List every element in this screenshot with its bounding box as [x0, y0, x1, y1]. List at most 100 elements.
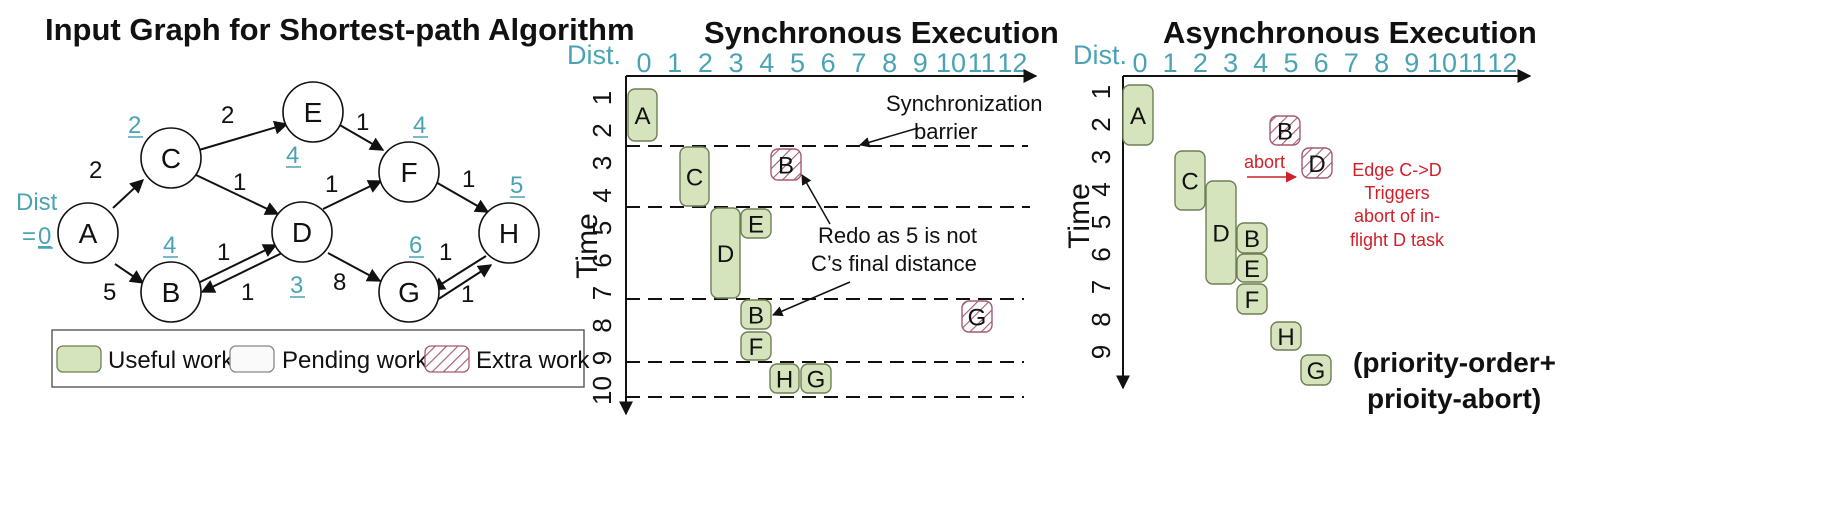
weight-a-b: 5 — [103, 279, 116, 306]
sync-x-label: Dist. — [567, 40, 621, 70]
sync-x-tick-2: 2 — [698, 48, 713, 78]
svg-text:H: H — [776, 367, 793, 394]
node-a: A — [57, 202, 119, 264]
edge-d-g — [327, 252, 382, 282]
async-y-tick-5: 5 — [1086, 215, 1116, 229]
source-dist-label: Dist — [16, 189, 58, 216]
sync-task-c: C — [679, 146, 710, 207]
sync-task-a: A — [627, 88, 658, 142]
async-task-g: G — [1300, 354, 1332, 386]
svg-text:B: B — [1244, 226, 1260, 253]
sync-x-tick-6: 6 — [821, 48, 836, 78]
redo-label-1: Redo as 5 is not — [818, 223, 977, 248]
edge-a-b — [114, 263, 145, 284]
edge-c-e — [198, 120, 289, 151]
svg-text:A: A — [1130, 103, 1146, 130]
weight-f-h: 1 — [462, 166, 475, 193]
node-g: G — [378, 261, 440, 323]
svg-text:E: E — [1244, 256, 1260, 283]
redo-label-2: C’s final distance — [811, 251, 977, 276]
sync-x-tick-1: 1 — [667, 48, 682, 78]
async-x-label: Dist. — [1073, 40, 1127, 70]
async-task-d: D — [1205, 180, 1237, 285]
sync-x-tick-7: 7 — [851, 48, 866, 78]
edge-f-h — [433, 180, 490, 213]
dist-g: 6 — [409, 232, 422, 259]
sync-task-h: H — [769, 363, 800, 394]
sync-x-tick-4: 4 — [759, 48, 774, 78]
edge-note-2: Triggers — [1364, 183, 1429, 203]
svg-text:G: G — [1307, 358, 1326, 385]
async-x-tick-1: 1 — [1163, 48, 1178, 78]
sync-y-tick-10: 10 — [587, 376, 617, 405]
svg-text:C: C — [1181, 169, 1198, 196]
async-x-tick-11: 11 — [1458, 48, 1486, 78]
sync-y-tick-2: 2 — [587, 123, 617, 137]
async-x-tick-3: 3 — [1223, 48, 1238, 78]
svg-text:B: B — [162, 277, 181, 308]
async-task-e: E — [1236, 253, 1268, 283]
weight-d-f: 1 — [325, 171, 338, 198]
edge-c-d — [195, 174, 280, 215]
async-y-tick-8: 8 — [1086, 312, 1116, 326]
sync-x-tick-8: 8 — [882, 48, 897, 78]
sync-y-ticks: 1 2 3 4 5 6 7 8 9 10 — [587, 91, 617, 405]
svg-text:C: C — [161, 143, 181, 174]
edge-e-f — [337, 123, 385, 151]
async-x-ticks: 0 1 2 3 4 5 6 7 8 9 10 11 12 — [1132, 48, 1517, 78]
edge-g-h — [436, 264, 493, 301]
async-x-tick-6: 6 — [1314, 48, 1329, 78]
async-title: Asynchronous Execution — [1163, 15, 1537, 50]
async-x-tick-2: 2 — [1193, 48, 1208, 78]
legend-pending-swatch — [229, 345, 275, 373]
source-dist-equals: = — [22, 223, 36, 250]
async-y-tick-7: 7 — [1086, 280, 1116, 294]
svg-text:A: A — [79, 218, 98, 249]
bottom-note-1: (priority-order+ — [1353, 347, 1556, 378]
sync-x-tick-0: 0 — [636, 48, 651, 78]
bottom-note-2: prioity-abort) — [1367, 383, 1541, 414]
sync-y-tick-3: 3 — [587, 156, 617, 170]
sync-task-f: F — [740, 331, 772, 361]
legend-pending-label: Pending work — [282, 347, 428, 374]
svg-text:A: A — [634, 103, 650, 130]
edge-d-b — [200, 252, 283, 293]
sync-x-tick-5: 5 — [790, 48, 805, 78]
async-task-c: C — [1174, 150, 1206, 211]
weight-a-c: 2 — [89, 157, 102, 184]
async-y-tick-3: 3 — [1086, 150, 1116, 164]
async-task-a: A — [1122, 84, 1154, 146]
async-x-tick-7: 7 — [1344, 48, 1359, 78]
async-y-label: Time — [1063, 183, 1096, 249]
weight-c-d: 1 — [233, 169, 246, 196]
sync-x-ticks: 0 1 2 3 4 5 6 7 8 9 10 11 12 — [636, 48, 1027, 78]
svg-text:D: D — [717, 241, 734, 268]
barrier-arrow — [858, 127, 919, 148]
async-y-tick-2: 2 — [1086, 117, 1116, 131]
dist-b: 4 — [163, 232, 176, 259]
distance-labels: Dist = 0 2 4 4 4 3 6 5 — [16, 112, 525, 299]
legend: Useful work Pending work Extra work — [51, 329, 590, 388]
sync-x-tick-12: 12 — [997, 48, 1027, 78]
barrier-label-1: Synchronization — [886, 91, 1043, 116]
legend-useful-swatch — [56, 345, 102, 373]
sync-y-tick-9: 9 — [587, 351, 617, 365]
svg-text:F: F — [749, 334, 764, 361]
async-x-tick-9: 9 — [1404, 48, 1419, 78]
abort-label: abort — [1244, 152, 1285, 172]
sync-x-tick-9: 9 — [913, 48, 928, 78]
async-y-tick-6: 6 — [1086, 247, 1116, 261]
async-x-tick-5: 5 — [1283, 48, 1298, 78]
graph-title: Input Graph for Shortest-path Algorithm — [45, 12, 635, 47]
weight-g-h: 1 — [461, 281, 474, 308]
async-x-tick-4: 4 — [1253, 48, 1268, 78]
edge-weights: 2 5 2 1 1 1 1 1 8 1 1 1 — [89, 102, 475, 308]
sync-task-d: D — [710, 207, 741, 299]
edge-b-d — [195, 244, 278, 285]
weight-e-f: 1 — [356, 109, 369, 136]
sync-x-tick-10: 10 — [936, 48, 966, 78]
svg-text:H: H — [499, 218, 519, 249]
node-c: C — [140, 127, 202, 189]
async-y-tick-9: 9 — [1086, 345, 1116, 359]
